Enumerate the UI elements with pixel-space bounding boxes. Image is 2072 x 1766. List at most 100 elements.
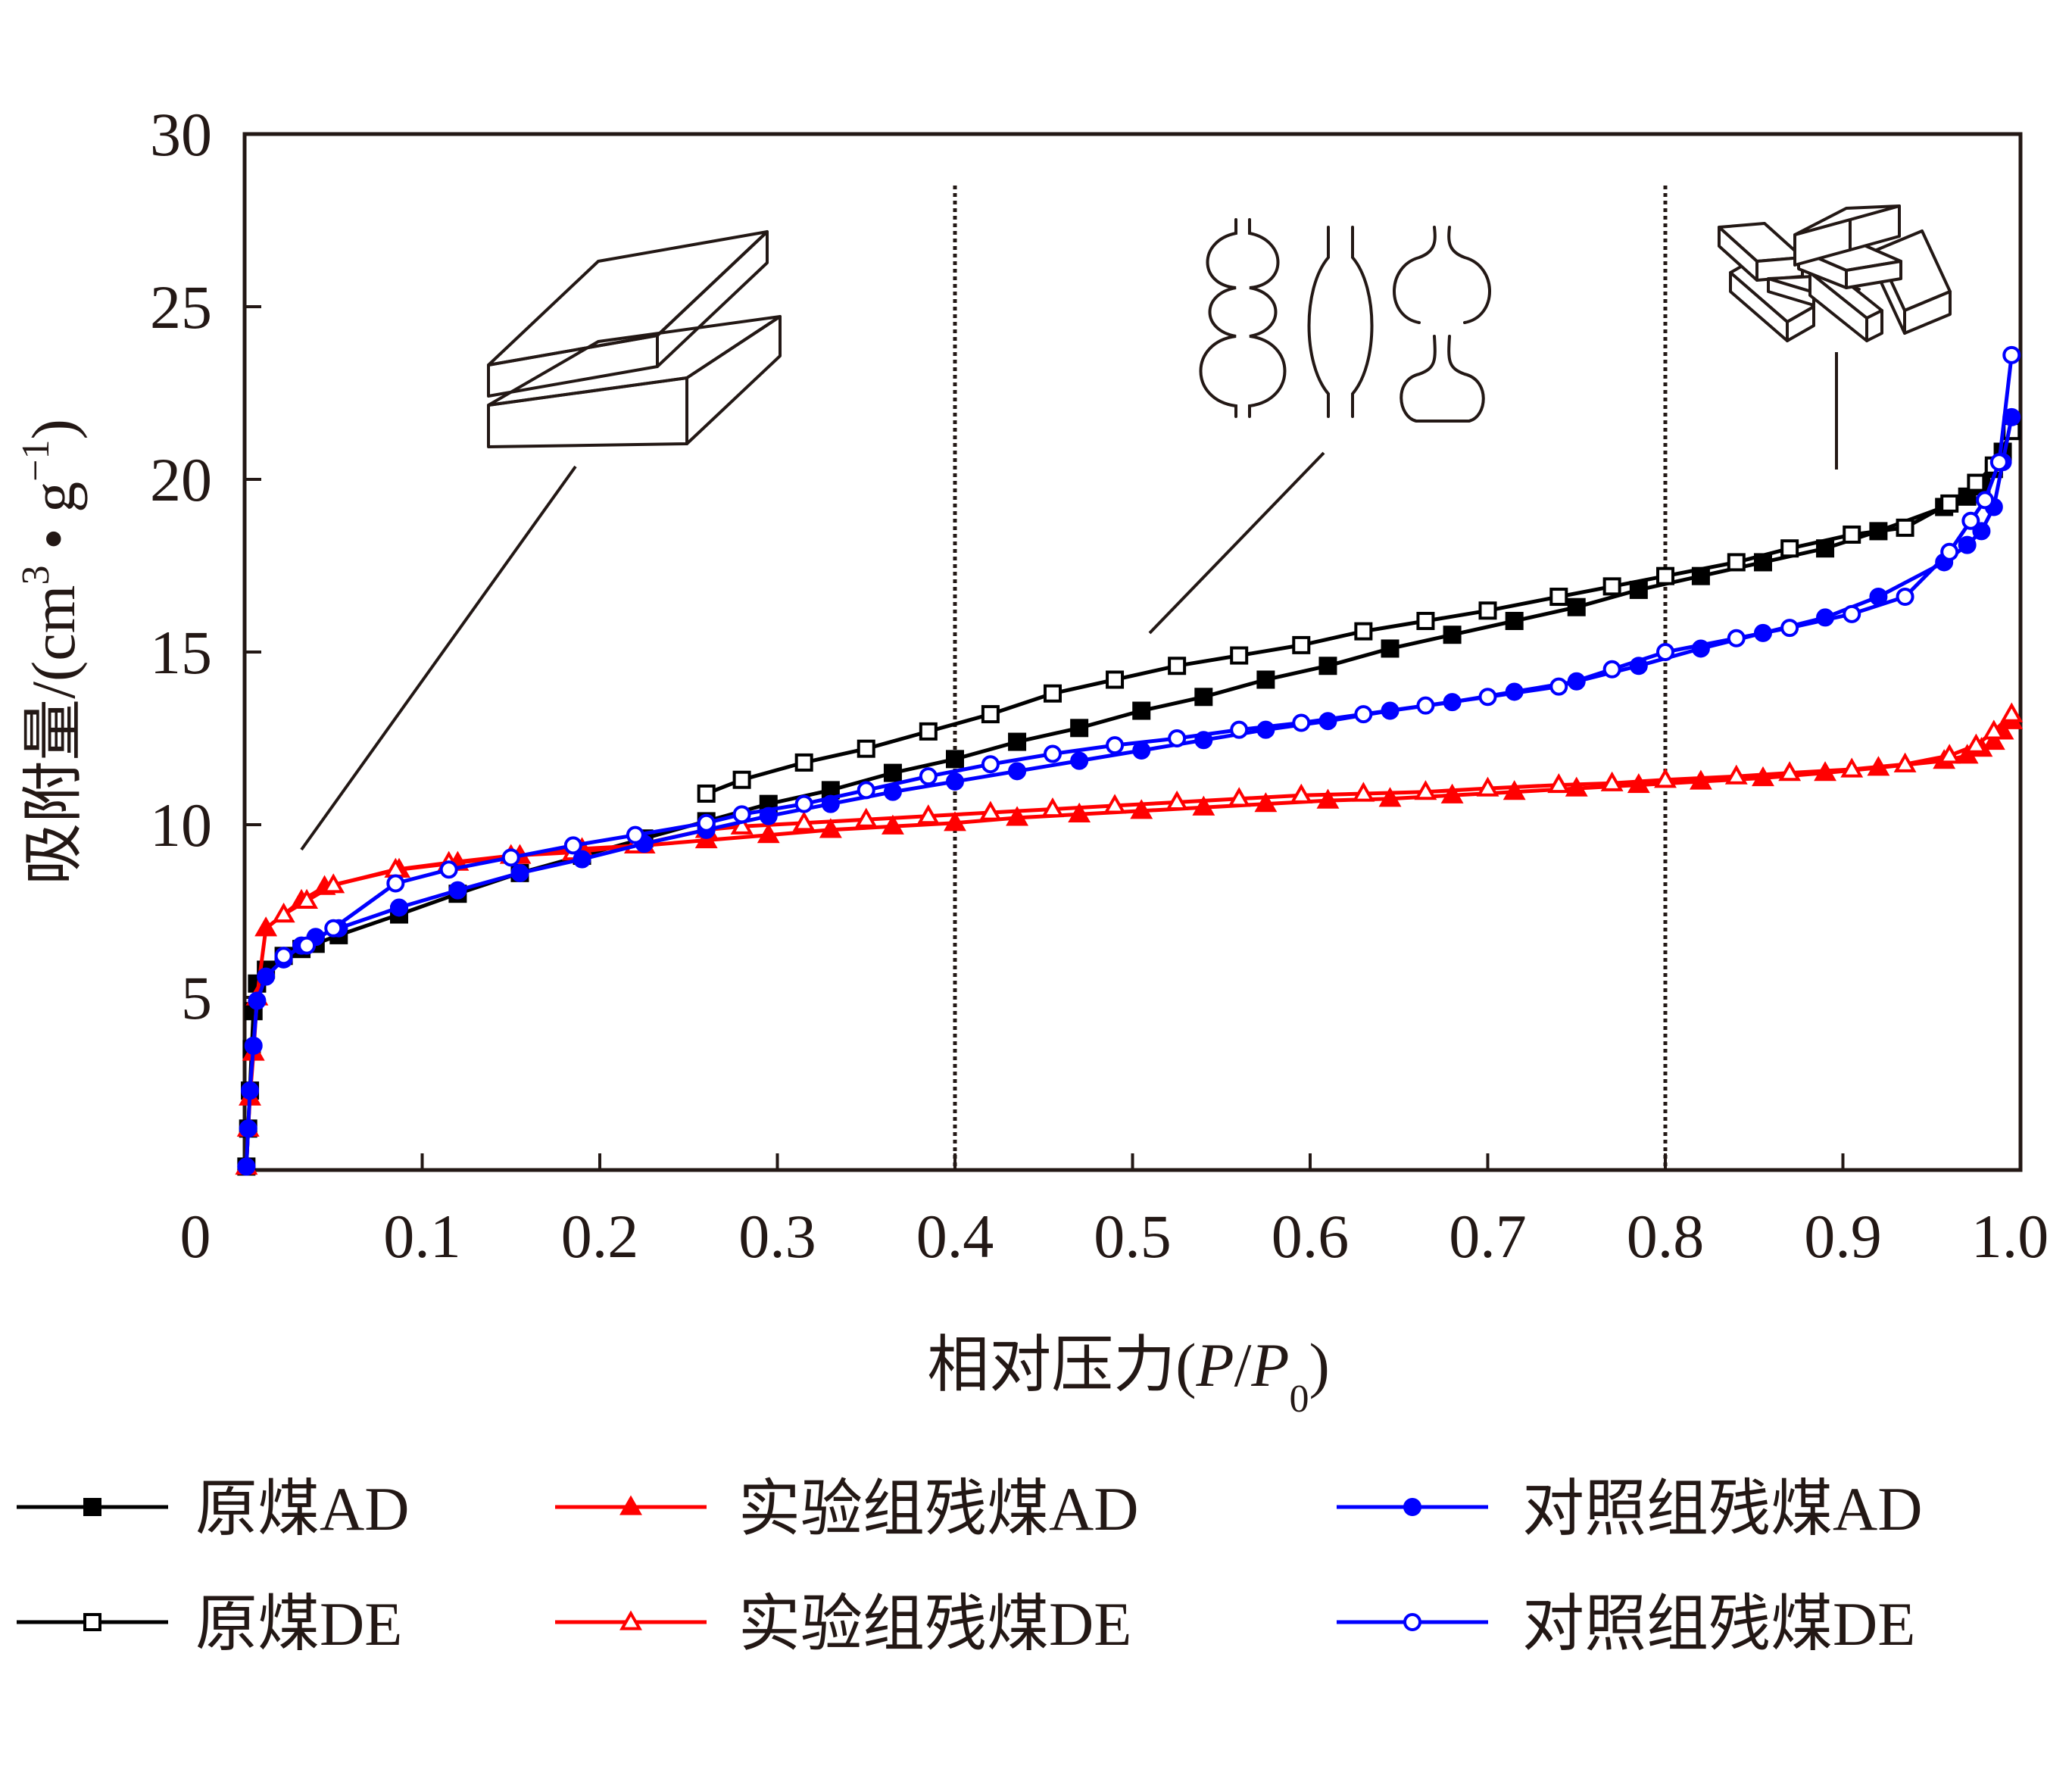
data-point bbox=[757, 823, 780, 844]
data-point bbox=[1627, 773, 1650, 794]
data-point bbox=[1989, 453, 2008, 472]
data-point bbox=[697, 784, 716, 803]
data-point bbox=[1940, 494, 1959, 513]
x-tick-label: 0.1 bbox=[383, 1202, 461, 1271]
slit-pore-illustration bbox=[487, 230, 782, 448]
data-point bbox=[944, 811, 966, 832]
data-point bbox=[1505, 611, 1524, 630]
data-point bbox=[1780, 619, 1799, 638]
data-point bbox=[1724, 764, 1748, 785]
data-point bbox=[239, 1119, 257, 1138]
x-tick-label: 0.7 bbox=[1449, 1202, 1527, 1271]
data-point bbox=[732, 805, 751, 824]
data-point bbox=[2002, 345, 2021, 364]
data-point bbox=[1256, 670, 1275, 689]
data-point bbox=[295, 888, 319, 909]
data-point bbox=[1478, 688, 1497, 707]
legend-label: 实验组残煤AD bbox=[738, 1474, 1138, 1543]
data-point bbox=[1316, 788, 1340, 809]
plate-stack-pore-illustration bbox=[1718, 204, 1952, 342]
data-point bbox=[1006, 806, 1029, 826]
data-point bbox=[1106, 670, 1125, 689]
data-point bbox=[1896, 518, 1914, 537]
data-point bbox=[792, 811, 816, 832]
legend-item: 实验组残煤DE bbox=[555, 1590, 1131, 1658]
data-point bbox=[1130, 799, 1153, 819]
data-point bbox=[1600, 771, 1624, 791]
data-point bbox=[1840, 757, 1864, 778]
x-tick-label: 0.9 bbox=[1804, 1202, 1882, 1271]
chart-legend: 原煤AD 原煤DE 实验组残煤AD 实验组残煤DE 对照组残煤AD 对照组残煤DE bbox=[17, 1474, 1922, 1658]
x-tick-label: 0 bbox=[180, 1202, 211, 1271]
data-point bbox=[241, 1081, 260, 1100]
data-point bbox=[1440, 783, 1464, 803]
x-tick-label: 0.6 bbox=[1272, 1202, 1350, 1271]
data-point bbox=[510, 863, 529, 882]
data-point bbox=[978, 800, 1002, 821]
data-point bbox=[244, 1036, 263, 1055]
data-point bbox=[248, 991, 267, 1010]
data-point bbox=[439, 860, 458, 879]
data-point bbox=[981, 755, 1000, 774]
data-point bbox=[916, 804, 940, 825]
data-point bbox=[1843, 604, 1861, 623]
data-point bbox=[1982, 719, 2005, 740]
legend-item: 原煤DE bbox=[17, 1590, 402, 1658]
data-point bbox=[448, 881, 467, 900]
legend-label: 对照组残煤DE bbox=[1522, 1590, 1915, 1658]
data-point bbox=[1958, 535, 1977, 554]
legend-label: 实验组残煤DE bbox=[738, 1590, 1131, 1658]
data-point bbox=[1166, 790, 1189, 810]
data-point bbox=[1168, 657, 1187, 676]
data-point bbox=[1354, 705, 1373, 724]
data-point bbox=[919, 767, 938, 786]
legend-marker bbox=[1403, 1498, 1421, 1516]
data-point bbox=[563, 836, 582, 855]
data-point bbox=[1727, 629, 1746, 647]
x-axis-ticks: 0 0.1 0.2 0.3 0.4 0.5 0.6 0.7 0.8 0.9 1.0 bbox=[180, 1153, 2049, 1271]
data-point bbox=[1940, 542, 1959, 561]
legend-marker bbox=[83, 1498, 101, 1516]
series-layer bbox=[235, 345, 2024, 1176]
legend-label: 对照组残煤AD bbox=[1522, 1474, 1922, 1543]
data-point bbox=[1416, 696, 1435, 715]
data-point bbox=[1168, 729, 1187, 747]
y-axis-title: 吸附量/(cm3 • g−1) bbox=[14, 419, 88, 885]
data-point bbox=[1292, 635, 1311, 654]
legend-marker bbox=[1403, 1613, 1421, 1631]
data-point bbox=[881, 814, 904, 835]
x-tick-label: 0.2 bbox=[561, 1202, 639, 1271]
data-point bbox=[1230, 720, 1249, 739]
data-point bbox=[1068, 802, 1091, 822]
y-tick-label: 5 bbox=[181, 963, 212, 1032]
data-point bbox=[1103, 794, 1126, 814]
data-point bbox=[981, 705, 1000, 724]
data-point bbox=[1194, 688, 1213, 707]
data-point bbox=[794, 753, 813, 772]
data-point bbox=[274, 947, 293, 966]
data-point bbox=[1656, 566, 1674, 585]
data-point bbox=[1567, 598, 1586, 616]
region-divider-lines bbox=[953, 186, 1668, 1170]
data-point bbox=[1547, 773, 1571, 794]
data-point bbox=[1132, 701, 1151, 720]
series-1 bbox=[697, 422, 2021, 803]
data-point bbox=[1503, 780, 1526, 800]
data-point bbox=[1043, 684, 1062, 703]
data-point bbox=[1318, 657, 1337, 676]
data-point bbox=[390, 898, 409, 917]
y-tick-label: 30 bbox=[150, 100, 212, 169]
data-point bbox=[1565, 776, 1588, 797]
y-tick-label: 15 bbox=[150, 618, 212, 687]
data-point bbox=[1070, 719, 1089, 738]
data-point bbox=[1443, 626, 1462, 644]
data-point bbox=[573, 850, 591, 869]
data-point bbox=[883, 763, 902, 782]
legend-marker bbox=[619, 1495, 642, 1515]
data-point bbox=[794, 794, 813, 813]
data-point bbox=[857, 781, 875, 800]
data-point bbox=[1938, 744, 1961, 764]
data-point bbox=[1976, 491, 1995, 510]
data-point bbox=[1008, 732, 1027, 751]
data-point bbox=[257, 967, 276, 986]
